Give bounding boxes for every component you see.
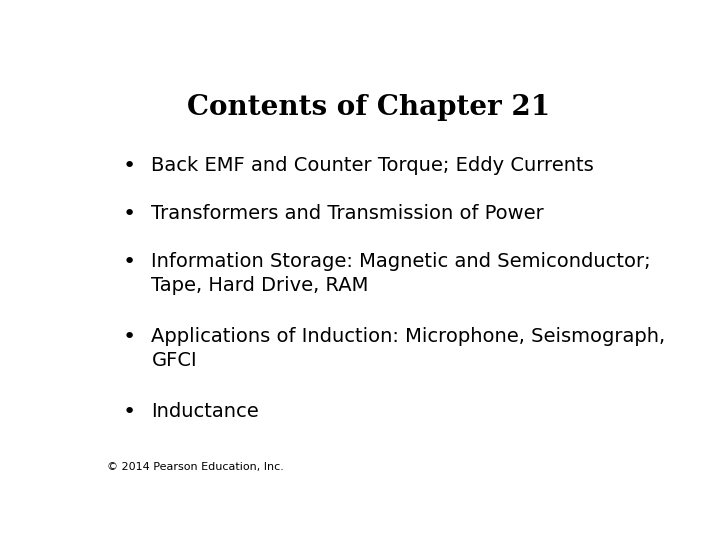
Text: Back EMF and Counter Torque; Eddy Currents: Back EMF and Counter Torque; Eddy Curren… <box>151 156 594 176</box>
Text: •: • <box>122 327 135 347</box>
Text: •: • <box>122 252 135 272</box>
Text: •: • <box>122 402 135 422</box>
Text: •: • <box>122 156 135 176</box>
Text: Inductance: Inductance <box>151 402 259 421</box>
Text: Applications of Induction: Microphone, Seismograph,
GFCI: Applications of Induction: Microphone, S… <box>151 327 665 370</box>
Text: Transformers and Transmission of Power: Transformers and Transmission of Power <box>151 204 544 223</box>
Text: Information Storage: Magnetic and Semiconductor;
Tape, Hard Drive, RAM: Information Storage: Magnetic and Semico… <box>151 252 651 295</box>
Text: © 2014 Pearson Education, Inc.: © 2014 Pearson Education, Inc. <box>107 462 284 472</box>
Text: •: • <box>122 204 135 224</box>
Text: Contents of Chapter 21: Contents of Chapter 21 <box>187 94 551 121</box>
